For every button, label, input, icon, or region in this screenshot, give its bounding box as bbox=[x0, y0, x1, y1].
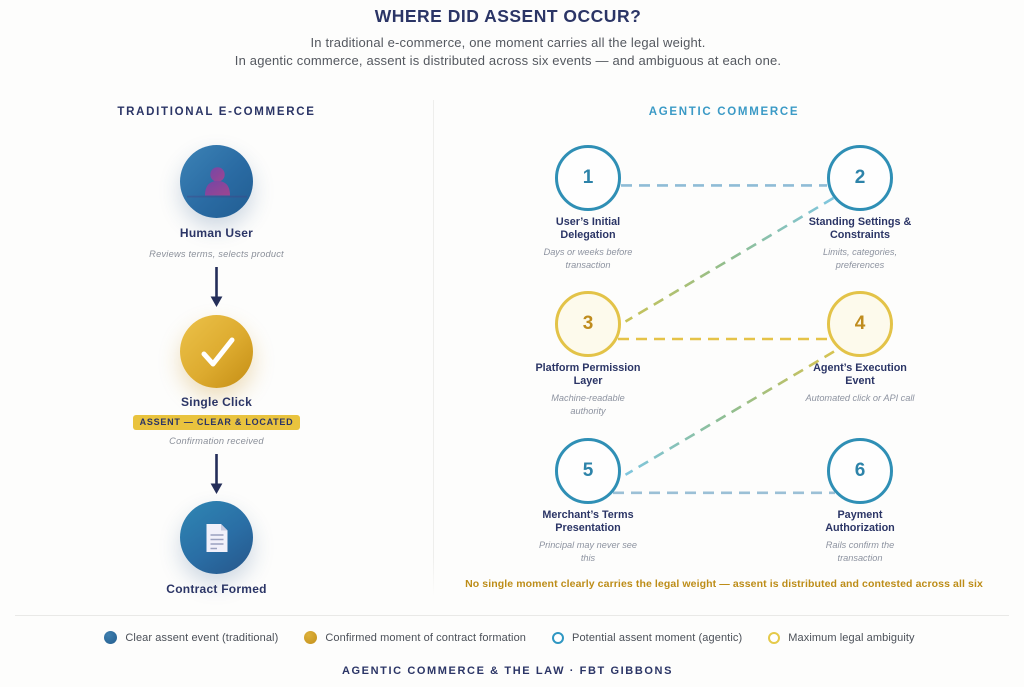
node-circle-4: 4 bbox=[827, 291, 893, 357]
document-icon bbox=[206, 523, 227, 552]
step-sublabel-human-user: Reviews terms, selects product bbox=[149, 249, 284, 259]
legend-item-max-ambiguity: Maximum legal ambiguity bbox=[768, 631, 915, 644]
checkmark-icon bbox=[201, 337, 234, 366]
node-sublabel-1: Days or weeks before transaction bbox=[543, 246, 633, 270]
legend-item-confirmed-moment: Confirmed moment of contract formation bbox=[304, 631, 526, 644]
legend-divider bbox=[15, 615, 1009, 616]
page-title: WHERE DID ASSENT OCCUR? bbox=[374, 6, 642, 26]
connector-2-3 bbox=[624, 196, 835, 323]
legend-ring-gold-icon bbox=[768, 631, 781, 644]
node-number-3: 3 bbox=[582, 313, 594, 334]
node-sublabel-5: Principal may never see this bbox=[538, 539, 638, 563]
node-number-4: 4 bbox=[854, 313, 866, 334]
single-click-circle bbox=[180, 315, 253, 388]
node-number-5: 5 bbox=[582, 460, 594, 481]
node-label-5: Merchant’s Terms Presentation bbox=[542, 508, 634, 534]
assent-badge-wrap: ASSENT — CLEAR & LOCATED bbox=[0, 412, 433, 430]
step-label-human-user: Human User bbox=[179, 226, 254, 240]
step-label-contract-formed: Contract Formed bbox=[166, 582, 267, 596]
node-circle-5: 5 bbox=[555, 438, 621, 504]
warning-text: No single moment clearly carries the leg… bbox=[465, 578, 983, 590]
subtitle-line-1: In traditional e-commerce, one moment ca… bbox=[310, 35, 706, 50]
subtitle-line-2: In agentic commerce, assent is distribut… bbox=[234, 53, 782, 68]
human-user-circle bbox=[180, 145, 253, 218]
left-panel-header: TRADITIONAL E-COMMERCE bbox=[117, 106, 316, 118]
flow-arrow-1 bbox=[210, 267, 223, 307]
legend-ring-blue-icon bbox=[552, 631, 565, 644]
footer-text: AGENTIC COMMERCE & THE LAW · FBT GIBBONS bbox=[341, 665, 674, 677]
node-circle-6: 6 bbox=[827, 438, 893, 504]
legend-item-potential-assent: Potential assent moment (agentic) bbox=[552, 631, 742, 644]
node-circle-2: 2 bbox=[827, 145, 893, 211]
node-label-4: Agent’s Execution Event bbox=[813, 362, 907, 388]
column-divider bbox=[433, 100, 434, 596]
node-label-6: Payment Authorization bbox=[825, 508, 895, 534]
node-label-1: User’s Initial Delegation bbox=[555, 215, 621, 241]
node-circle-1: 1 bbox=[555, 145, 621, 211]
node-sublabel-2: Limits, categories, preferences bbox=[822, 246, 898, 270]
contract-formed-circle bbox=[180, 501, 253, 574]
step-sublabel-single-click: Confirmation received bbox=[169, 436, 264, 446]
connector-4-5 bbox=[624, 350, 835, 476]
node-label-3: Platform Permission Layer bbox=[535, 362, 641, 388]
node-sublabel-3: Machine-readable authority bbox=[551, 393, 625, 416]
node-sublabel-6: Rails confirm the transaction bbox=[825, 539, 895, 563]
flow-arrow-2 bbox=[210, 454, 223, 494]
step-label-single-click: Single Click bbox=[180, 395, 253, 409]
legend-dot-gold-icon bbox=[304, 631, 318, 644]
node-number-6: 6 bbox=[854, 460, 866, 481]
legend: Clear assent event (traditional) Confirm… bbox=[0, 631, 1019, 644]
node-sublabel-4: Automated click or API call bbox=[805, 393, 915, 403]
node-number-2: 2 bbox=[854, 167, 866, 188]
node-label-2: Standing Settings & Constraints bbox=[808, 215, 912, 241]
legend-dot-blue-icon bbox=[104, 631, 118, 644]
legend-item-clear-assent: Clear assent event (traditional) bbox=[104, 631, 278, 644]
right-panel-header: AGENTIC COMMERCE bbox=[648, 106, 800, 118]
node-circle-3: 3 bbox=[555, 291, 621, 357]
person-icon bbox=[186, 166, 247, 197]
assent-badge: ASSENT — CLEAR & LOCATED bbox=[132, 415, 301, 430]
node-number-1: 1 bbox=[582, 167, 594, 188]
